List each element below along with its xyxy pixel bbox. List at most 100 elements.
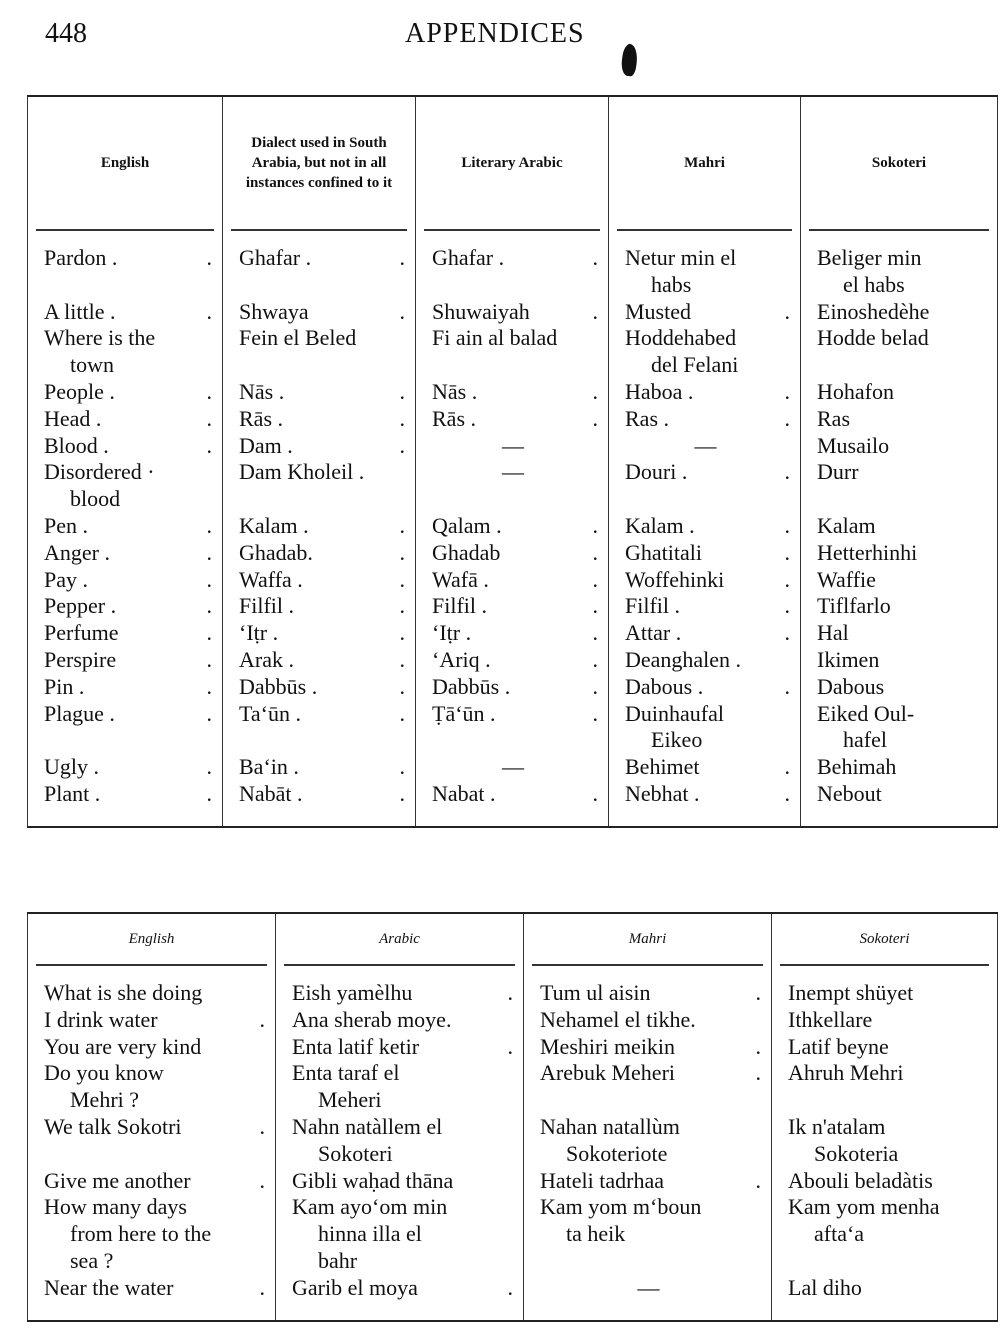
cell-mahri: Meshiri meikin.	[523, 1033, 772, 1061]
cell-english: Where is the town	[27, 325, 223, 379]
leader-dot: .	[784, 298, 791, 324]
cell-text: Blood .	[44, 432, 109, 458]
leader-dot: .	[206, 566, 213, 592]
cell-text: Kalam	[817, 512, 876, 538]
leader-dot: .	[784, 620, 791, 646]
leader-dot: .	[206, 780, 213, 806]
cell-mahri: Tum ul aisin.	[523, 966, 772, 1007]
running-title: APPENDICES	[405, 18, 585, 49]
header-sokoteri: Sokoteri	[771, 913, 998, 964]
cell-text: Ik n'atalam Sokoteria	[788, 1113, 899, 1166]
cell-english: Pepper ..	[27, 593, 223, 621]
cell-text: Kam yom m‘boun ta heik	[540, 1194, 702, 1247]
cell-literary-arabic: Qalam ..	[415, 512, 609, 540]
cell-literary-arabic: —	[415, 432, 609, 460]
leader-dot: .	[399, 646, 406, 672]
cell-text: Inempt shüyet	[788, 980, 914, 1005]
leader-dot: .	[592, 646, 599, 672]
cell-english: Do you know Mehri ?	[27, 1060, 276, 1114]
cell-dialect: Filfil ..	[222, 593, 416, 621]
cell-text: Ta‘ūn .	[239, 700, 301, 726]
cell-mahri: Netur min el habs	[608, 231, 801, 299]
cell-text: Ahruh Mehri	[788, 1060, 904, 1086]
leader-dot: .	[592, 298, 599, 324]
cell-text: Lal diho	[788, 1274, 862, 1300]
cell-dialect: Kalam ..	[222, 512, 416, 540]
cell-text: Shwaya	[239, 298, 309, 324]
cell-mahri: Douri ..	[608, 459, 801, 513]
cell-mahri: Woffehinki.	[608, 566, 801, 594]
leader-dot: .	[755, 1167, 762, 1193]
cell-sokoteri: Ahruh Mehri	[771, 1060, 998, 1114]
cell-text: Dam Kholeil .	[239, 459, 365, 485]
cell-text: Eish yamèlhu	[292, 980, 413, 1005]
cell-text: Ghafar .	[239, 245, 312, 270]
cell-text: Meshiri meikin	[540, 1033, 676, 1059]
cell-text: Filfil .	[432, 593, 488, 619]
cell-text: Shuwaiyah	[432, 298, 530, 324]
cell-text: Duinhaufal Eikeo	[625, 700, 724, 753]
cell-english: Perspire.	[27, 646, 223, 674]
cell-text: Deanghalen .	[625, 646, 742, 672]
leader-dot: .	[784, 673, 791, 699]
cell-arabic: Nahn natàllem el Sokoteri	[275, 1113, 524, 1168]
cell-text: Ikimen	[817, 646, 880, 672]
table-row: Near the water. Garib el moya. — Lal diho	[27, 1274, 998, 1321]
leader-dot: .	[259, 1113, 266, 1139]
cell-literary-arabic: Ṭā‘ūn ..	[415, 700, 609, 755]
cell-sokoteri: Ras	[800, 405, 998, 433]
leader-dot: .	[206, 620, 213, 646]
cell-dialect: Rās ..	[222, 405, 416, 433]
leader-dot: .	[399, 593, 406, 619]
cell-text: You are very kind	[44, 1033, 202, 1059]
cell-sokoteri: Kalam	[800, 512, 998, 540]
leader-dot: .	[399, 298, 406, 324]
cell-text: Disordered · blood	[44, 459, 155, 512]
cell-literary-arabic: Fi ain al balad	[415, 325, 609, 379]
table-row: Pen .. Kalam .. Qalam .. Kalam .. Kalam	[27, 512, 998, 540]
leader-dot: .	[206, 378, 213, 404]
cell-text: Latif beyne	[788, 1033, 889, 1059]
cell-dialect: Dam Kholeil .	[222, 459, 416, 513]
leader-dot: .	[592, 539, 599, 565]
cell-text: Near the water	[44, 1274, 174, 1300]
cell-text: Hal	[817, 620, 849, 646]
leader-dot: .	[206, 512, 213, 538]
cell-mahri: Nahan natallùm Sokoteriote	[523, 1113, 772, 1168]
table-row: How many days from here to the sea ? Kam …	[27, 1194, 998, 1275]
table-row: Give me another. Gibli waḥad thāna Hateli …	[27, 1167, 998, 1195]
cell-literary-arabic: Rās ..	[415, 405, 609, 433]
cell-text: We talk Sokotri	[44, 1113, 182, 1139]
cell-english: Pen ..	[27, 512, 223, 540]
leader-dot: .	[507, 980, 514, 1005]
cell-text: Give me another	[44, 1167, 191, 1193]
cell-english: You are very kind	[27, 1033, 276, 1061]
leader-dot: .	[399, 566, 406, 592]
table-row: Perspire. Arak .. ‘Ariq .. Deanghalen . Ikim…	[27, 646, 998, 674]
cell-text: Qalam .	[432, 512, 502, 538]
leader-dot: .	[259, 1006, 266, 1032]
cell-sokoteri: Latif beyne	[771, 1033, 998, 1061]
cell-english: Ugly ..	[27, 754, 223, 781]
leader-dot: .	[399, 673, 406, 699]
leader-dot: .	[755, 1060, 762, 1086]
cell-text: Ras .	[625, 405, 669, 431]
cell-sokoteri: Abouli beladàtis	[771, 1167, 998, 1195]
table-row: We talk Sokotri. Nahn natàllem el Sokoter…	[27, 1113, 998, 1168]
cell-literary-arabic: ‘Ariq ..	[415, 646, 609, 674]
cell-text: Musted	[625, 298, 691, 324]
cell-mahri: Kam yom m‘boun ta heik	[523, 1194, 772, 1275]
cell-text: Arebuk Meheri	[540, 1060, 676, 1086]
cell-sokoteri: Durr	[800, 459, 998, 513]
cell-literary-arabic: Shuwaiyah.	[415, 298, 609, 326]
cell-text: Nahan natallùm Sokoteriote	[540, 1113, 680, 1166]
table-row: Pepper .. Filfil .. Filfil .. Filfil .. Tifl…	[27, 593, 998, 621]
cell-text: Pepper .	[44, 593, 117, 619]
leader-dot: .	[592, 405, 599, 431]
cell-text: Dabous	[817, 673, 885, 699]
header-english: English	[27, 913, 276, 964]
cell-text: Head .	[44, 405, 102, 431]
cell-text: Ṭā‘ūn .	[432, 700, 496, 726]
cell-literary-arabic: Ghadab.	[415, 539, 609, 567]
cell-english: Give me another.	[27, 1167, 276, 1195]
